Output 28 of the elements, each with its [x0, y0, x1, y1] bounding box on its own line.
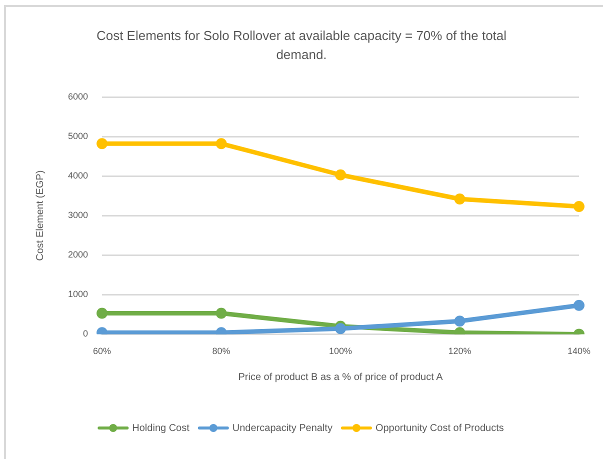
y-tick-label: 1000	[68, 289, 88, 300]
chart-title: Cost Elements for Solo Rollover at available capacity = 70% of the total demand.	[95, 27, 508, 64]
x-axis-title: Price of product B as a % of price of product A	[238, 372, 444, 383]
y-tick-label: 2000	[68, 250, 88, 260]
y-axis-title: Cost Element (EGP)	[34, 170, 46, 261]
point	[454, 316, 466, 327]
legend-label: Opportunity Cost of Products	[375, 422, 504, 434]
point	[574, 300, 584, 311]
y-tick-label: 0	[83, 328, 88, 339]
point	[454, 193, 466, 204]
y-tick-label: 5000	[68, 131, 88, 142]
y-tick-label: 4000	[68, 170, 88, 181]
point	[335, 323, 346, 334]
x-tick-label: 140%	[567, 346, 591, 356]
x-tick-label: 60%	[93, 346, 112, 356]
y-tick-label: 6000	[68, 91, 88, 102]
point	[335, 169, 346, 180]
point	[96, 308, 108, 319]
y-tick-label: 3000	[68, 210, 88, 220]
x-tick-label: 80%	[212, 346, 230, 356]
point	[216, 308, 227, 319]
point	[96, 138, 108, 150]
x-tick-label: 100%	[328, 346, 352, 356]
x-tick-label: 120%	[448, 346, 472, 356]
legend-label: Undercapacity Penalty	[232, 422, 332, 434]
point	[216, 138, 227, 150]
point	[574, 201, 584, 212]
legend-label: Holding Cost	[132, 422, 190, 434]
